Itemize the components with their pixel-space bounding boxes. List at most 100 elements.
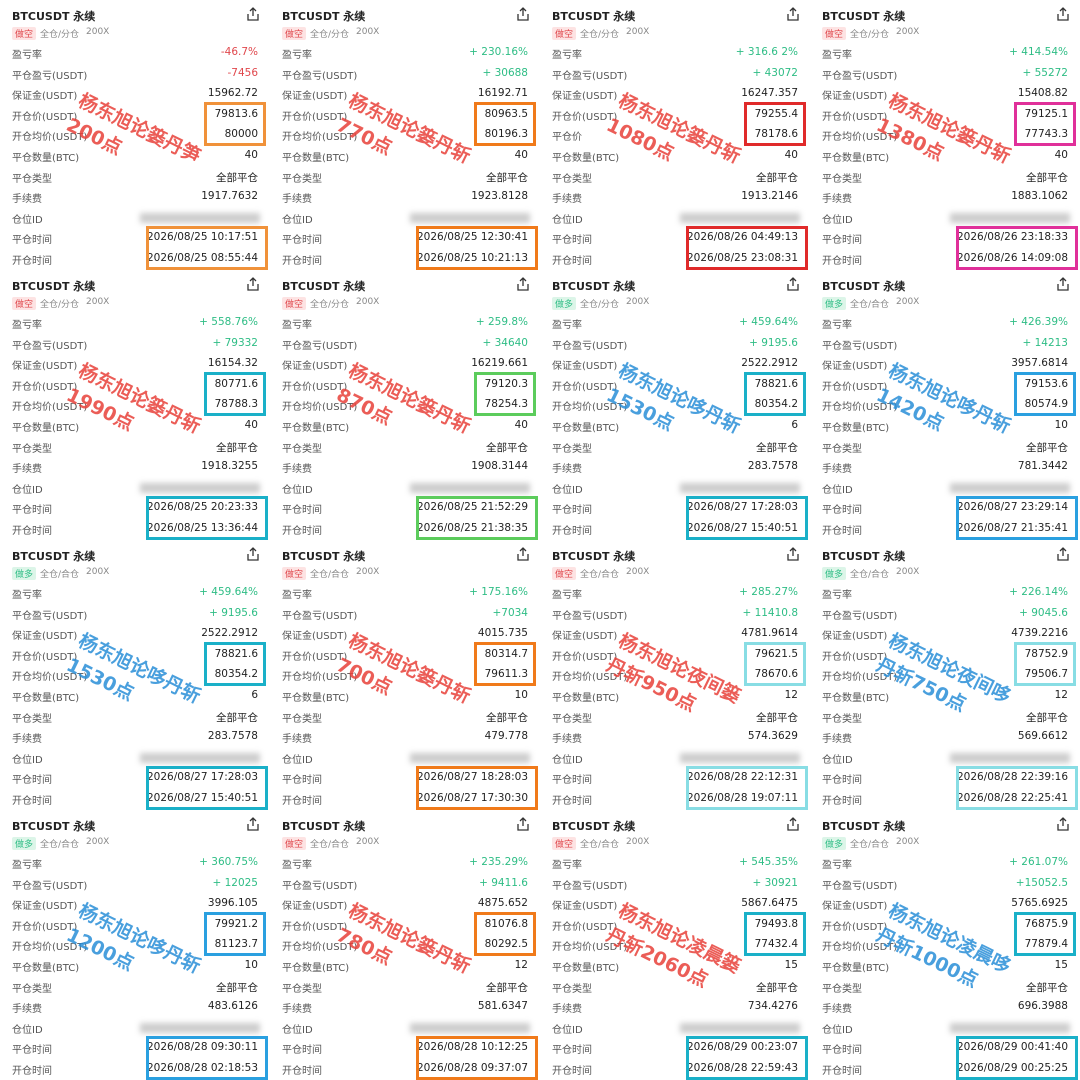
margin-mode: 全仓/分仓 bbox=[580, 300, 620, 310]
field-label: 开仓均价(USDT) bbox=[282, 672, 358, 684]
field-label: 开仓均价(USDT) bbox=[12, 942, 88, 954]
field-label: 盈亏率 bbox=[552, 860, 582, 871]
field-value: + 12025 bbox=[212, 876, 258, 889]
leverage: 200X bbox=[356, 27, 380, 37]
field-value: 2026/08/28 19:07:11 bbox=[686, 792, 798, 804]
field-value: 2026/08/27 23:29:14 bbox=[956, 501, 1068, 514]
share-icon bbox=[516, 816, 530, 835]
field-value: 15408.82 bbox=[1017, 87, 1068, 100]
field-value: 2026/08/27 18:28:03 bbox=[416, 771, 528, 784]
card-title: BTCUSDT 永续 bbox=[282, 820, 366, 833]
field-label: 平仓数量(BTC) bbox=[12, 153, 80, 164]
card-title: BTCUSDT 永续 bbox=[822, 10, 906, 23]
field-label: 保证金(USDT) bbox=[12, 361, 78, 373]
field-value: + 459.64% bbox=[739, 316, 798, 328]
field-value: 80771.6 bbox=[214, 377, 258, 390]
field-label: 平仓数量(BTC) bbox=[282, 153, 350, 164]
field-label: 平仓盈亏(USDT) bbox=[12, 70, 88, 82]
card-title: BTCUSDT 永续 bbox=[822, 550, 906, 563]
field-value: 483.6126 bbox=[207, 1000, 258, 1013]
field-label: 平仓盈亏(USDT) bbox=[552, 880, 628, 892]
share-glyph bbox=[787, 7, 799, 21]
field-value: 2026/08/25 12:30:41 bbox=[416, 231, 528, 244]
card-title: BTCUSDT 永续 bbox=[282, 10, 366, 23]
field-value: 76875.9 bbox=[1024, 917, 1068, 930]
field-value: 79611.3 bbox=[484, 668, 528, 681]
masked-id bbox=[950, 482, 1070, 493]
field-value: 2026/08/29 00:23:07 bbox=[686, 1041, 798, 1054]
share-glyph bbox=[247, 277, 259, 291]
field-label: 保证金(USDT) bbox=[822, 901, 888, 913]
field-value: + 11410.8 bbox=[742, 606, 798, 619]
field-value: 2026/08/27 21:35:41 bbox=[956, 522, 1068, 534]
field-label: 保证金(USDT) bbox=[282, 361, 348, 373]
field-label: 保证金(USDT) bbox=[552, 631, 618, 643]
margin-mode: 全仓/合仓 bbox=[40, 570, 80, 580]
field-label: 仓位ID bbox=[552, 484, 583, 496]
field-value: + 459.64% bbox=[199, 586, 258, 598]
highlight-box bbox=[146, 226, 268, 270]
field-label: 盈亏率 bbox=[282, 50, 312, 61]
field-label: 手续费 bbox=[282, 464, 312, 476]
overlay-note: 杨东旭论篓丹斩870点 bbox=[332, 359, 474, 438]
overlay-note: 杨东旭论篓丹斩780点 bbox=[332, 899, 474, 978]
field-label: 平仓类型 bbox=[12, 983, 52, 995]
field-label: 开仓时间 bbox=[12, 256, 52, 267]
highlight-box bbox=[474, 912, 536, 956]
field-value: 2026/08/28 22:59:43 bbox=[686, 1062, 798, 1074]
highlight-box bbox=[474, 102, 536, 146]
field-label: 开仓时间 bbox=[822, 526, 862, 537]
field-value: 40 bbox=[514, 149, 528, 161]
field-value: 2026/08/26 14:09:08 bbox=[956, 252, 1068, 264]
field-label: 盈亏率 bbox=[12, 50, 42, 61]
field-label: 仓位ID bbox=[282, 484, 313, 496]
field-label: 开仓价(USDT) bbox=[282, 651, 348, 663]
field-label: 仓位ID bbox=[822, 484, 853, 496]
field-value: 2026/08/29 00:41:40 bbox=[956, 1041, 1068, 1054]
share-glyph bbox=[787, 277, 799, 291]
field-value: 5867.6475 bbox=[741, 897, 798, 910]
side-tag: 做空 bbox=[12, 297, 37, 310]
field-label: 手续费 bbox=[552, 194, 582, 206]
field-label: 平仓盈亏(USDT) bbox=[552, 70, 628, 82]
field-label: 手续费 bbox=[12, 194, 42, 206]
masked-id bbox=[410, 212, 530, 223]
field-label: 手续费 bbox=[552, 734, 582, 746]
share-icon bbox=[1056, 276, 1070, 295]
side-tag: 做空 bbox=[552, 837, 577, 850]
overlay-note: 杨东旭论篓丹斩1080点 bbox=[602, 89, 744, 168]
field-label: 平仓数量(BTC) bbox=[12, 963, 80, 974]
share-icon bbox=[246, 546, 260, 565]
field-label: 平仓时间 bbox=[822, 775, 862, 787]
leverage: 200X bbox=[896, 567, 920, 577]
share-glyph bbox=[247, 817, 259, 831]
share-glyph bbox=[1057, 7, 1069, 21]
field-label: 开仓价(USDT) bbox=[282, 381, 348, 393]
margin-mode: 全仓/合仓 bbox=[850, 840, 890, 850]
side-tag: 做空 bbox=[282, 567, 307, 580]
field-value: + 426.39% bbox=[1009, 316, 1068, 328]
field-value: 734.4276 bbox=[747, 1000, 798, 1013]
field-value: 78254.3 bbox=[484, 398, 528, 411]
margin-mode: 全仓/合仓 bbox=[580, 570, 620, 580]
field-label: 平仓类型 bbox=[12, 713, 52, 725]
field-label: 平仓时间 bbox=[552, 775, 592, 787]
field-label: 平仓数量(BTC) bbox=[822, 153, 890, 164]
field-value: 574.3629 bbox=[747, 730, 798, 743]
field-value: -7456 bbox=[227, 66, 258, 79]
field-value: + 9411.6 bbox=[479, 876, 528, 889]
trade-card: BTCUSDT 永续 做空 全仓/合仓 200X 盈亏率 + 175.16% 平仓盈亏(US… bbox=[270, 540, 540, 810]
field-label: 仓位ID bbox=[282, 1024, 313, 1036]
field-value: 2026/08/25 21:38:35 bbox=[416, 522, 528, 534]
overlay-note: 杨东旭论篓丹笋200点 bbox=[62, 89, 204, 168]
field-value: 2026/08/25 21:52:29 bbox=[416, 501, 528, 514]
field-label: 平仓类型 bbox=[12, 443, 52, 455]
field-label: 开仓均价(USDT) bbox=[12, 672, 88, 684]
leverage: 200X bbox=[86, 297, 110, 307]
field-value: 2026/08/28 02:18:53 bbox=[146, 1062, 258, 1074]
field-label: 平仓数量(BTC) bbox=[552, 963, 620, 974]
field-value: 569.6612 bbox=[1017, 730, 1068, 743]
field-value: 2026/08/27 17:28:03 bbox=[686, 501, 798, 514]
field-value: 4015.735 bbox=[477, 627, 528, 640]
side-tag: 做多 bbox=[822, 837, 847, 850]
